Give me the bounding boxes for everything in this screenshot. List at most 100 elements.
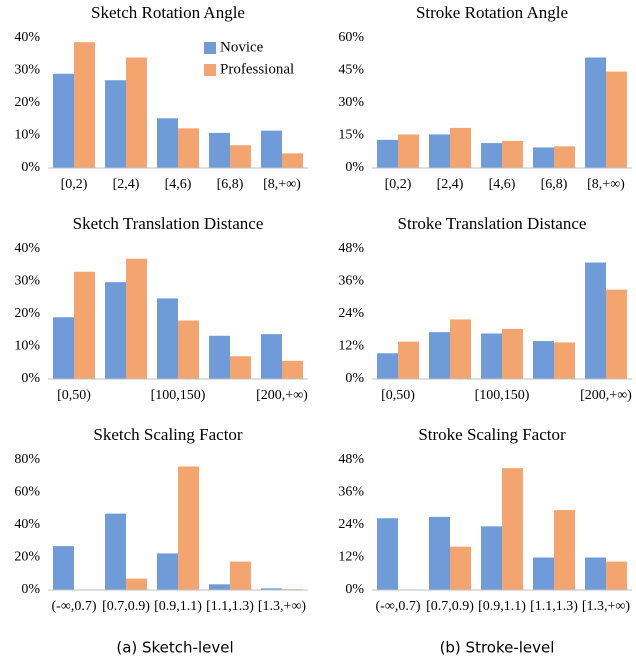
y-tick-label: 40% — [14, 517, 40, 532]
bar — [450, 319, 471, 379]
bar — [126, 57, 147, 168]
x-tick-label: [200,+∞) — [580, 388, 632, 403]
legend-swatch — [204, 42, 216, 54]
bar — [282, 153, 303, 168]
y-tick-label: 0% — [345, 371, 364, 386]
bar — [554, 510, 575, 590]
bar — [481, 143, 502, 168]
x-tick-label: [8,+∞) — [263, 177, 301, 192]
x-tick-label: (-∞,0.7) — [376, 599, 421, 614]
bar — [74, 42, 95, 168]
y-tick-label: 15% — [338, 128, 364, 143]
x-tick-label: [0,2) — [61, 177, 88, 192]
bar — [585, 57, 606, 168]
x-tick-label: [0,50) — [57, 388, 91, 403]
bar — [105, 80, 126, 168]
y-tick-label: 24% — [338, 306, 364, 321]
bar — [261, 334, 282, 379]
x-tick-label: [0.9,1.1) — [154, 599, 202, 614]
chart-title: Sketch Translation Distance — [73, 214, 264, 233]
x-tick-label: [100,150) — [475, 388, 530, 403]
bar — [209, 132, 230, 168]
bar — [585, 262, 606, 379]
x-tick-label: [0,2) — [385, 177, 412, 192]
bar — [126, 578, 147, 590]
caption: (a) Sketch-level — [116, 639, 233, 657]
bar — [178, 466, 199, 590]
bar — [377, 139, 398, 168]
y-tick-label: 60% — [14, 485, 40, 500]
y-tick-label: 80% — [14, 452, 40, 467]
y-tick-label: 30% — [14, 63, 40, 78]
bar — [209, 584, 230, 590]
bar — [502, 140, 523, 168]
x-tick-label: [1.3,+∞) — [258, 599, 307, 614]
chart-title: Stroke Translation Distance — [398, 214, 587, 233]
bar — [533, 147, 554, 168]
bar — [429, 134, 450, 168]
x-tick-label: [1.3,+∞) — [582, 599, 631, 614]
x-tick-label: [4,6) — [165, 177, 192, 192]
y-tick-label: 45% — [338, 63, 364, 78]
bar — [230, 561, 251, 590]
x-tick-label: [100,150) — [151, 388, 206, 403]
x-tick-label: [6,8) — [541, 177, 568, 192]
y-tick-label: 0% — [21, 160, 40, 175]
y-tick-label: 12% — [338, 339, 364, 354]
bar — [105, 282, 126, 379]
y-tick-label: 36% — [338, 274, 364, 289]
y-tick-label: 0% — [345, 582, 364, 597]
caption: (b) Stroke-level — [440, 639, 555, 657]
bar — [105, 513, 126, 590]
bar — [429, 516, 450, 590]
bar — [606, 71, 627, 168]
x-tick-label: [200,+∞) — [256, 388, 308, 403]
bar — [585, 557, 606, 590]
bar — [53, 317, 74, 379]
bar — [481, 333, 502, 379]
y-tick-label: 0% — [21, 371, 40, 386]
bar — [377, 518, 398, 590]
x-tick-label: [0.7,0.9) — [426, 599, 474, 614]
bar — [126, 258, 147, 379]
bar — [53, 73, 74, 168]
chart-title: Stroke Rotation Angle — [416, 3, 568, 22]
y-tick-label: 48% — [338, 241, 364, 256]
bar — [230, 145, 251, 168]
x-tick-label: [1.1,1.3) — [206, 599, 254, 614]
bar — [178, 320, 199, 379]
bar — [429, 332, 450, 379]
bar — [606, 561, 627, 590]
bar — [606, 289, 627, 379]
x-tick-label: [0,50) — [381, 388, 415, 403]
bar — [209, 335, 230, 379]
bar — [502, 468, 523, 590]
y-tick-label: 20% — [14, 95, 40, 110]
bar — [481, 526, 502, 590]
x-tick-label: [0.7,0.9) — [102, 599, 150, 614]
x-tick-label: (-∞,0.7) — [52, 599, 97, 614]
bar — [554, 342, 575, 379]
bar — [554, 146, 575, 168]
y-tick-label: 48% — [338, 452, 364, 467]
y-tick-label: 24% — [338, 517, 364, 532]
y-tick-label: 10% — [14, 339, 40, 354]
legend-label: Professional — [220, 61, 294, 77]
y-tick-label: 40% — [14, 30, 40, 45]
chart-title: Sketch Rotation Angle — [91, 3, 245, 22]
bar — [533, 557, 554, 590]
bar — [74, 271, 95, 379]
x-tick-label: [2,4) — [437, 177, 464, 192]
bar — [157, 553, 178, 590]
bar — [450, 546, 471, 590]
legend-label: Novice — [220, 39, 264, 55]
y-tick-label: 20% — [14, 550, 40, 565]
y-tick-label: 30% — [338, 95, 364, 110]
legend-swatch — [204, 64, 216, 76]
y-tick-label: 60% — [338, 30, 364, 45]
x-tick-label: [4,6) — [489, 177, 516, 192]
bar — [157, 298, 178, 379]
bar — [53, 546, 74, 590]
bar — [282, 360, 303, 379]
